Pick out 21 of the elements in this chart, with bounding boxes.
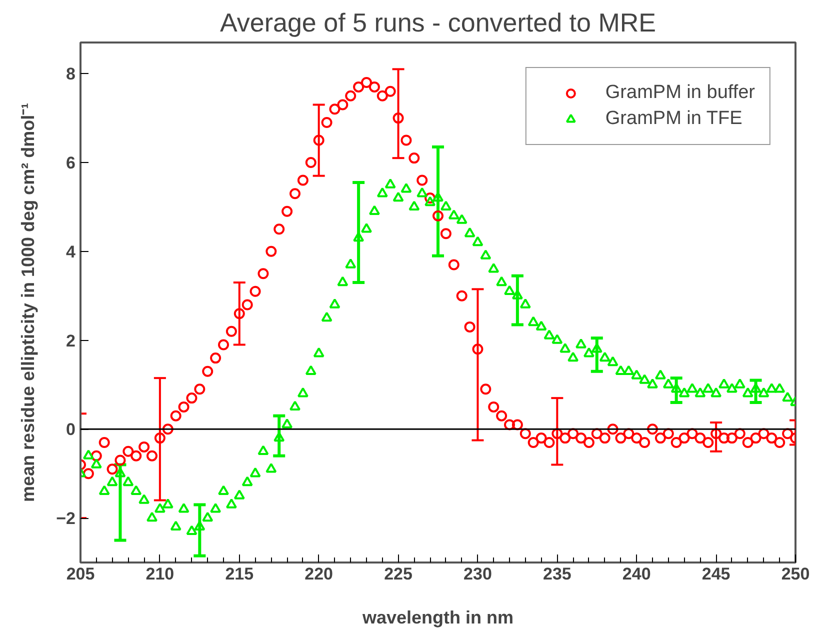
- legend-label: GramPM in buffer: [605, 82, 755, 104]
- y-tick-label: 6: [66, 154, 76, 172]
- x-tick-label: 205: [66, 564, 95, 584]
- x-axis-title: wavelength in nm: [361, 608, 514, 628]
- x-tick-label: 210: [146, 564, 174, 584]
- x-tick-label: 225: [384, 564, 412, 584]
- y-tick-label: 8: [66, 64, 76, 84]
- chart-title: Average of 5 runs - converted to MRE: [220, 8, 656, 38]
- legend-label: GramPM in TFE: [605, 108, 742, 130]
- x-tick-label: 220: [304, 564, 334, 584]
- x-tick-label: 230: [464, 564, 492, 584]
- x-tick-label: 215: [225, 564, 254, 584]
- x-tick-label: 245: [702, 564, 730, 584]
- y-axis-title: mean residue ellipticity in 1000 deg cm² dmol⁻¹: [18, 102, 38, 502]
- y-tick-label: −2: [56, 509, 76, 528]
- x-tick-label: 250: [781, 564, 810, 584]
- x-tick-label: 240: [622, 564, 651, 584]
- x-tick-label: 235: [542, 564, 572, 584]
- y-tick-label: 4: [66, 242, 76, 262]
- y-tick-label: 0: [66, 420, 76, 440]
- y-tick-label: 2: [66, 331, 76, 350]
